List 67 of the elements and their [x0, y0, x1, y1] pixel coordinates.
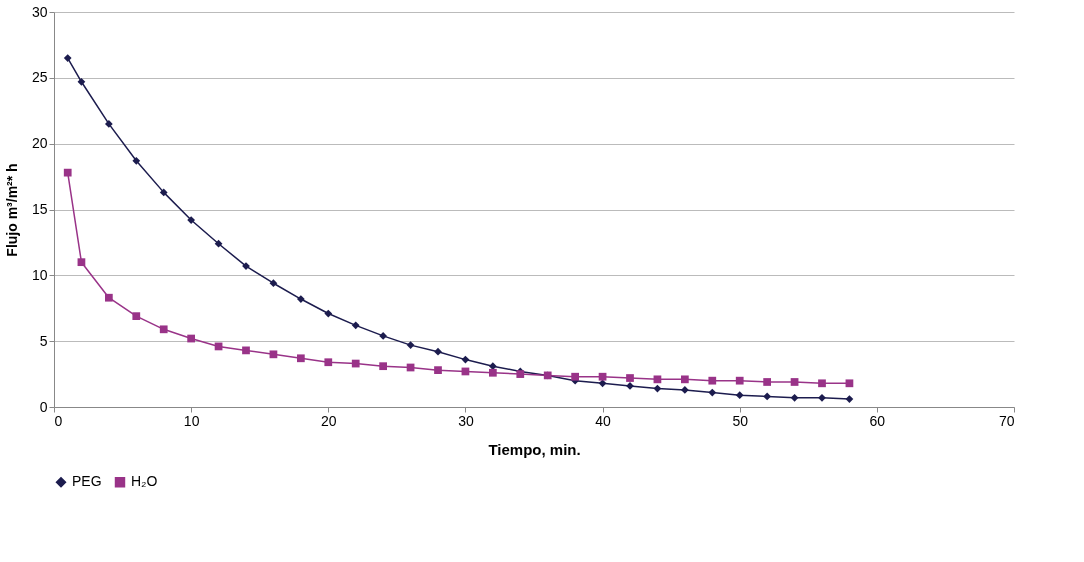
point [351, 359, 360, 368]
point [571, 372, 580, 381]
point [324, 358, 333, 367]
point [680, 375, 689, 384]
point [63, 54, 72, 62]
point [77, 258, 86, 267]
point [324, 309, 333, 318]
point [214, 239, 223, 248]
point [406, 341, 415, 349]
point [104, 120, 113, 128]
point [708, 376, 717, 385]
point [296, 354, 305, 363]
x-tick-label: 50 [732, 412, 749, 429]
point [296, 295, 305, 303]
point [351, 321, 360, 330]
point [845, 379, 854, 388]
point [735, 376, 744, 385]
point [790, 378, 799, 386]
point [818, 379, 826, 388]
point [77, 77, 86, 86]
point [132, 156, 141, 165]
point [763, 378, 772, 386]
x-tick-label: 20 [321, 412, 337, 429]
point [626, 374, 634, 382]
x-tick-label: 60 [869, 412, 886, 429]
point [269, 350, 278, 359]
y-tick-label: 30 [31, 3, 48, 20]
legend-label: H₂O [131, 473, 158, 490]
point [845, 395, 854, 403]
point [434, 347, 442, 356]
point [269, 279, 278, 288]
point [680, 386, 689, 394]
point [653, 384, 662, 393]
point [434, 366, 442, 375]
point [598, 372, 607, 381]
point [63, 168, 72, 177]
point [159, 325, 168, 334]
point [763, 392, 772, 401]
point [790, 393, 799, 402]
point [379, 332, 388, 340]
y-tick-label: 20 [31, 135, 48, 152]
y-tick-label: 25 [31, 69, 48, 86]
point [159, 188, 168, 197]
y-tick-label: 5 [39, 332, 48, 349]
x-tick-label: 0 [54, 412, 63, 429]
point [379, 362, 388, 371]
y-tick-label: 15 [31, 201, 48, 217]
point [735, 391, 744, 400]
point [187, 334, 196, 343]
point [708, 388, 717, 397]
point [461, 355, 470, 364]
point [187, 216, 196, 224]
point [818, 393, 826, 402]
x-tick-label: 70 [998, 412, 1015, 429]
y-tick-label: 10 [31, 266, 48, 283]
legend-label: PEG [72, 473, 102, 490]
x-axis-title: Tiempo, min. [488, 440, 581, 458]
x-tick-label: 40 [595, 412, 612, 429]
y-axis-title: Flujo m³/m²* h [3, 163, 20, 257]
x-tick-label: 30 [458, 412, 474, 429]
point [132, 312, 141, 321]
x-tick-label: 10 [183, 412, 200, 429]
point [242, 346, 250, 355]
point [104, 293, 113, 302]
point [653, 375, 662, 384]
point [488, 368, 497, 377]
y-tick-label: 0 [39, 398, 48, 415]
